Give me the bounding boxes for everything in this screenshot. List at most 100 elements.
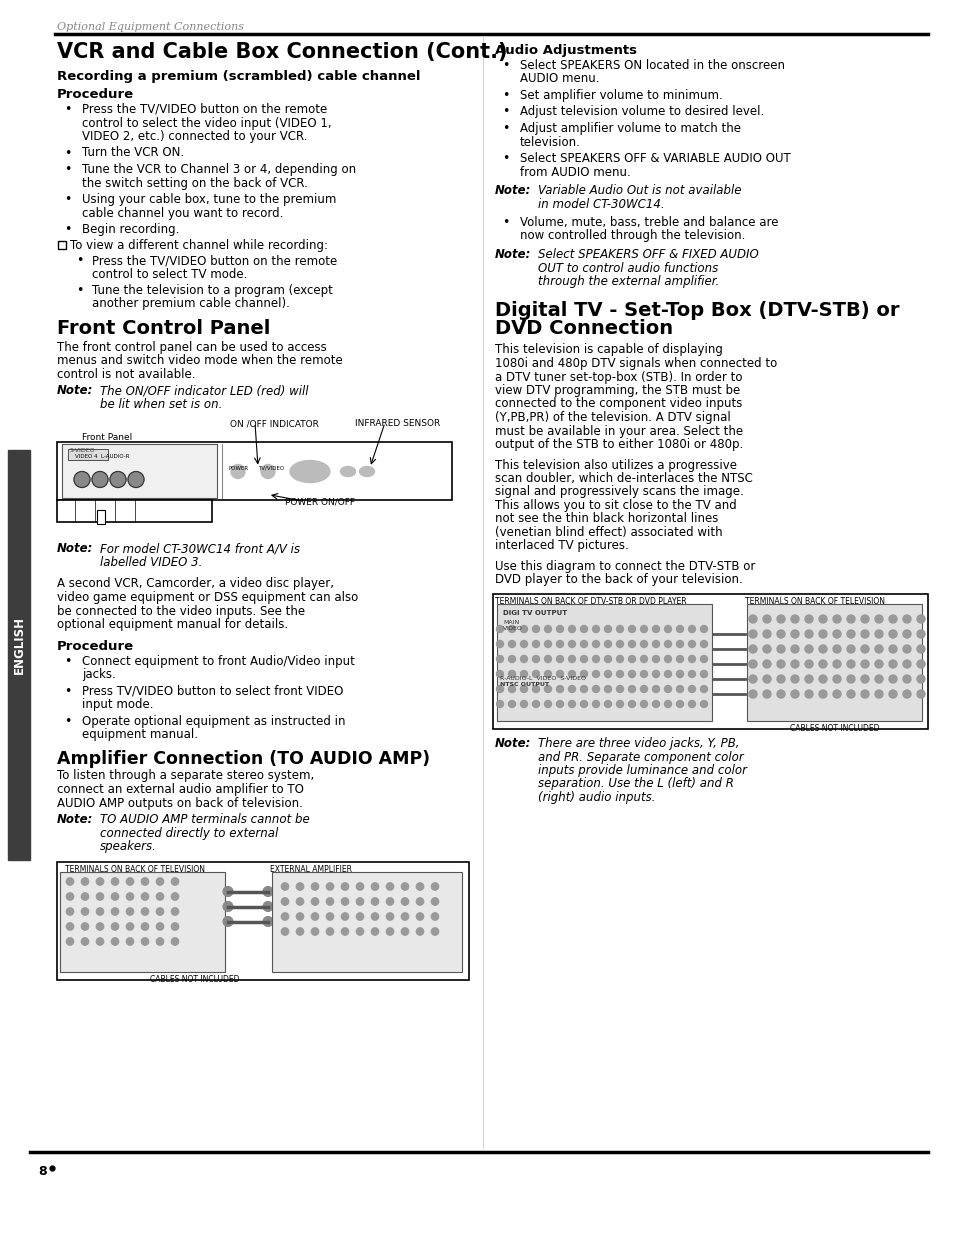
Circle shape xyxy=(431,913,438,920)
Text: POWER: POWER xyxy=(229,466,249,471)
Text: Operate optional equipment as instructed in: Operate optional equipment as instructed… xyxy=(82,715,345,727)
Circle shape xyxy=(263,887,273,897)
Circle shape xyxy=(355,883,364,890)
Text: through the external amplifier.: through the external amplifier. xyxy=(537,275,719,288)
Text: Optional Equipment Connections: Optional Equipment Connections xyxy=(57,22,244,32)
Text: now controlled through the television.: now controlled through the television. xyxy=(519,230,744,242)
Ellipse shape xyxy=(340,467,355,477)
Circle shape xyxy=(592,625,598,632)
Circle shape xyxy=(700,656,707,662)
Circle shape xyxy=(281,927,289,935)
Circle shape xyxy=(263,916,273,926)
Text: A second VCR, Camcorder, a video disc player,: A second VCR, Camcorder, a video disc pl… xyxy=(57,578,334,590)
Text: ON /OFF INDICATOR: ON /OFF INDICATOR xyxy=(230,420,318,429)
Circle shape xyxy=(790,645,799,653)
Text: Use this diagram to connect the DTV-STB or: Use this diagram to connect the DTV-STB … xyxy=(495,559,755,573)
Text: Select SPEAKERS ON located in the onscreen: Select SPEAKERS ON located in the onscre… xyxy=(519,59,784,72)
Circle shape xyxy=(81,923,89,930)
Text: EXTERNAL AMPLIFIER: EXTERNAL AMPLIFIER xyxy=(270,864,352,873)
Circle shape xyxy=(616,641,623,647)
Circle shape xyxy=(111,878,119,885)
Circle shape xyxy=(804,690,812,698)
Text: TERMINALS ON BACK OF TELEVISION: TERMINALS ON BACK OF TELEVISION xyxy=(744,597,884,606)
Circle shape xyxy=(762,676,770,683)
Circle shape xyxy=(748,676,757,683)
Text: Note:: Note: xyxy=(495,184,531,198)
Circle shape xyxy=(639,641,647,647)
Text: television.: television. xyxy=(519,136,580,148)
Text: connected to the component video inputs: connected to the component video inputs xyxy=(495,398,741,410)
Circle shape xyxy=(676,625,682,632)
Circle shape xyxy=(790,615,799,622)
Circle shape xyxy=(888,615,896,622)
Circle shape xyxy=(628,700,635,708)
Circle shape xyxy=(171,893,179,900)
Text: equipment manual.: equipment manual. xyxy=(82,727,198,741)
Circle shape xyxy=(520,656,527,662)
Circle shape xyxy=(748,630,757,638)
Text: Press the TV/VIDEO button on the remote: Press the TV/VIDEO button on the remote xyxy=(82,103,327,116)
Circle shape xyxy=(874,630,882,638)
Circle shape xyxy=(700,685,707,693)
Circle shape xyxy=(74,472,90,488)
Circle shape xyxy=(832,615,841,622)
Circle shape xyxy=(431,898,438,905)
Circle shape xyxy=(874,676,882,683)
Circle shape xyxy=(579,656,587,662)
Circle shape xyxy=(861,676,868,683)
Text: To view a different channel while recording:: To view a different channel while record… xyxy=(70,240,328,252)
Text: Recording a premium (scrambled) cable channel: Recording a premium (scrambled) cable ch… xyxy=(57,70,420,83)
Circle shape xyxy=(652,641,659,647)
Circle shape xyxy=(832,690,841,698)
Circle shape xyxy=(431,883,438,890)
Text: labelled VIDEO 3.: labelled VIDEO 3. xyxy=(100,556,202,569)
Circle shape xyxy=(386,927,394,935)
Circle shape xyxy=(579,625,587,632)
Circle shape xyxy=(544,671,551,678)
Text: Note:: Note: xyxy=(57,384,93,398)
Circle shape xyxy=(652,700,659,708)
Ellipse shape xyxy=(359,467,375,477)
Text: This television also utilizes a progressive: This television also utilizes a progress… xyxy=(495,458,737,472)
Circle shape xyxy=(902,630,910,638)
Circle shape xyxy=(639,671,647,678)
Circle shape xyxy=(916,615,924,622)
Text: connected directly to external: connected directly to external xyxy=(100,826,278,840)
Circle shape xyxy=(861,630,868,638)
Circle shape xyxy=(592,656,598,662)
Circle shape xyxy=(355,927,364,935)
Text: •: • xyxy=(501,59,509,72)
Circle shape xyxy=(141,908,149,915)
Circle shape xyxy=(676,685,682,693)
Circle shape xyxy=(171,878,179,885)
Circle shape xyxy=(400,927,409,935)
Bar xyxy=(57,499,212,521)
Circle shape xyxy=(520,625,527,632)
Circle shape xyxy=(532,671,539,678)
Text: •: • xyxy=(64,684,71,698)
Text: output of the STB to either 1080i or 480p.: output of the STB to either 1080i or 480… xyxy=(495,438,742,451)
Circle shape xyxy=(604,641,611,647)
Text: from AUDIO menu.: from AUDIO menu. xyxy=(519,165,630,179)
Circle shape xyxy=(688,641,695,647)
Circle shape xyxy=(888,659,896,668)
Circle shape xyxy=(126,937,133,946)
Circle shape xyxy=(790,676,799,683)
Circle shape xyxy=(520,700,527,708)
Text: Press the TV/VIDEO button on the remote: Press the TV/VIDEO button on the remote xyxy=(91,254,337,267)
Circle shape xyxy=(496,671,503,678)
Circle shape xyxy=(916,676,924,683)
Circle shape xyxy=(676,700,682,708)
Text: Adjust amplifier volume to match the: Adjust amplifier volume to match the xyxy=(519,122,740,135)
Circle shape xyxy=(846,676,854,683)
Text: 8: 8 xyxy=(38,1165,47,1178)
Text: ENGLISH: ENGLISH xyxy=(12,616,26,674)
Circle shape xyxy=(340,883,349,890)
Text: INFRARED SENSOR: INFRARED SENSOR xyxy=(355,420,439,429)
Circle shape xyxy=(818,615,826,622)
Text: be lit when set is on.: be lit when set is on. xyxy=(100,398,222,411)
Circle shape xyxy=(652,671,659,678)
Circle shape xyxy=(556,641,563,647)
Circle shape xyxy=(861,615,868,622)
Circle shape xyxy=(776,615,784,622)
